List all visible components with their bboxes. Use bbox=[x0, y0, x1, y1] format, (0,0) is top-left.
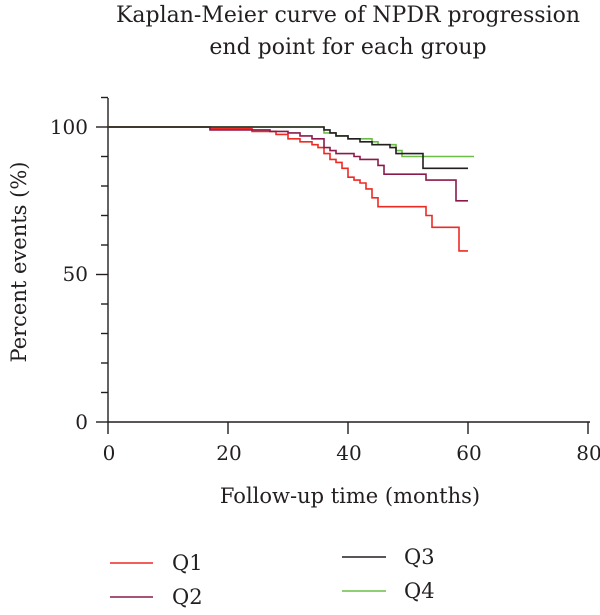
y-tick-label-100: 100 bbox=[50, 115, 88, 139]
x-tick-label-60: 60 bbox=[456, 441, 481, 465]
series-line-q2 bbox=[108, 126, 468, 202]
legend-label-q2: Q2 bbox=[172, 585, 203, 609]
series-line-q3 bbox=[108, 126, 468, 170]
y-tick-labels: 0 50 100 bbox=[50, 115, 88, 434]
x-tick-label-0: 0 bbox=[103, 441, 116, 465]
series-line-q1 bbox=[108, 126, 468, 252]
x-tick-label-80: 80 bbox=[576, 441, 600, 465]
legend-label-q1: Q1 bbox=[172, 551, 203, 575]
x-axis-label: Follow-up time (months) bbox=[220, 484, 480, 508]
x-axis-ticks bbox=[107, 422, 589, 434]
legend-label-q3: Q3 bbox=[404, 545, 435, 569]
y-tick-label-0: 0 bbox=[75, 410, 88, 434]
plot-area bbox=[108, 126, 474, 252]
chart-title-line-1: Kaplan-Meier curve of NPDR progression bbox=[116, 3, 580, 28]
y-tick-label-50: 50 bbox=[63, 262, 88, 286]
x-tick-labels: 0 20 40 60 80 bbox=[103, 441, 600, 465]
chart-title-line-2: end point for each group bbox=[209, 35, 486, 60]
axes bbox=[107, 98, 590, 423]
legend: Q1 Q2 Q3 Q4 bbox=[110, 545, 435, 609]
y-axis-label: Percent events (%) bbox=[7, 162, 31, 363]
x-tick-label-40: 40 bbox=[336, 441, 361, 465]
x-tick-label-20: 20 bbox=[216, 441, 241, 465]
series-line-q4 bbox=[108, 126, 474, 158]
legend-label-q4: Q4 bbox=[404, 579, 435, 603]
y-axis-ticks bbox=[96, 96, 108, 423]
